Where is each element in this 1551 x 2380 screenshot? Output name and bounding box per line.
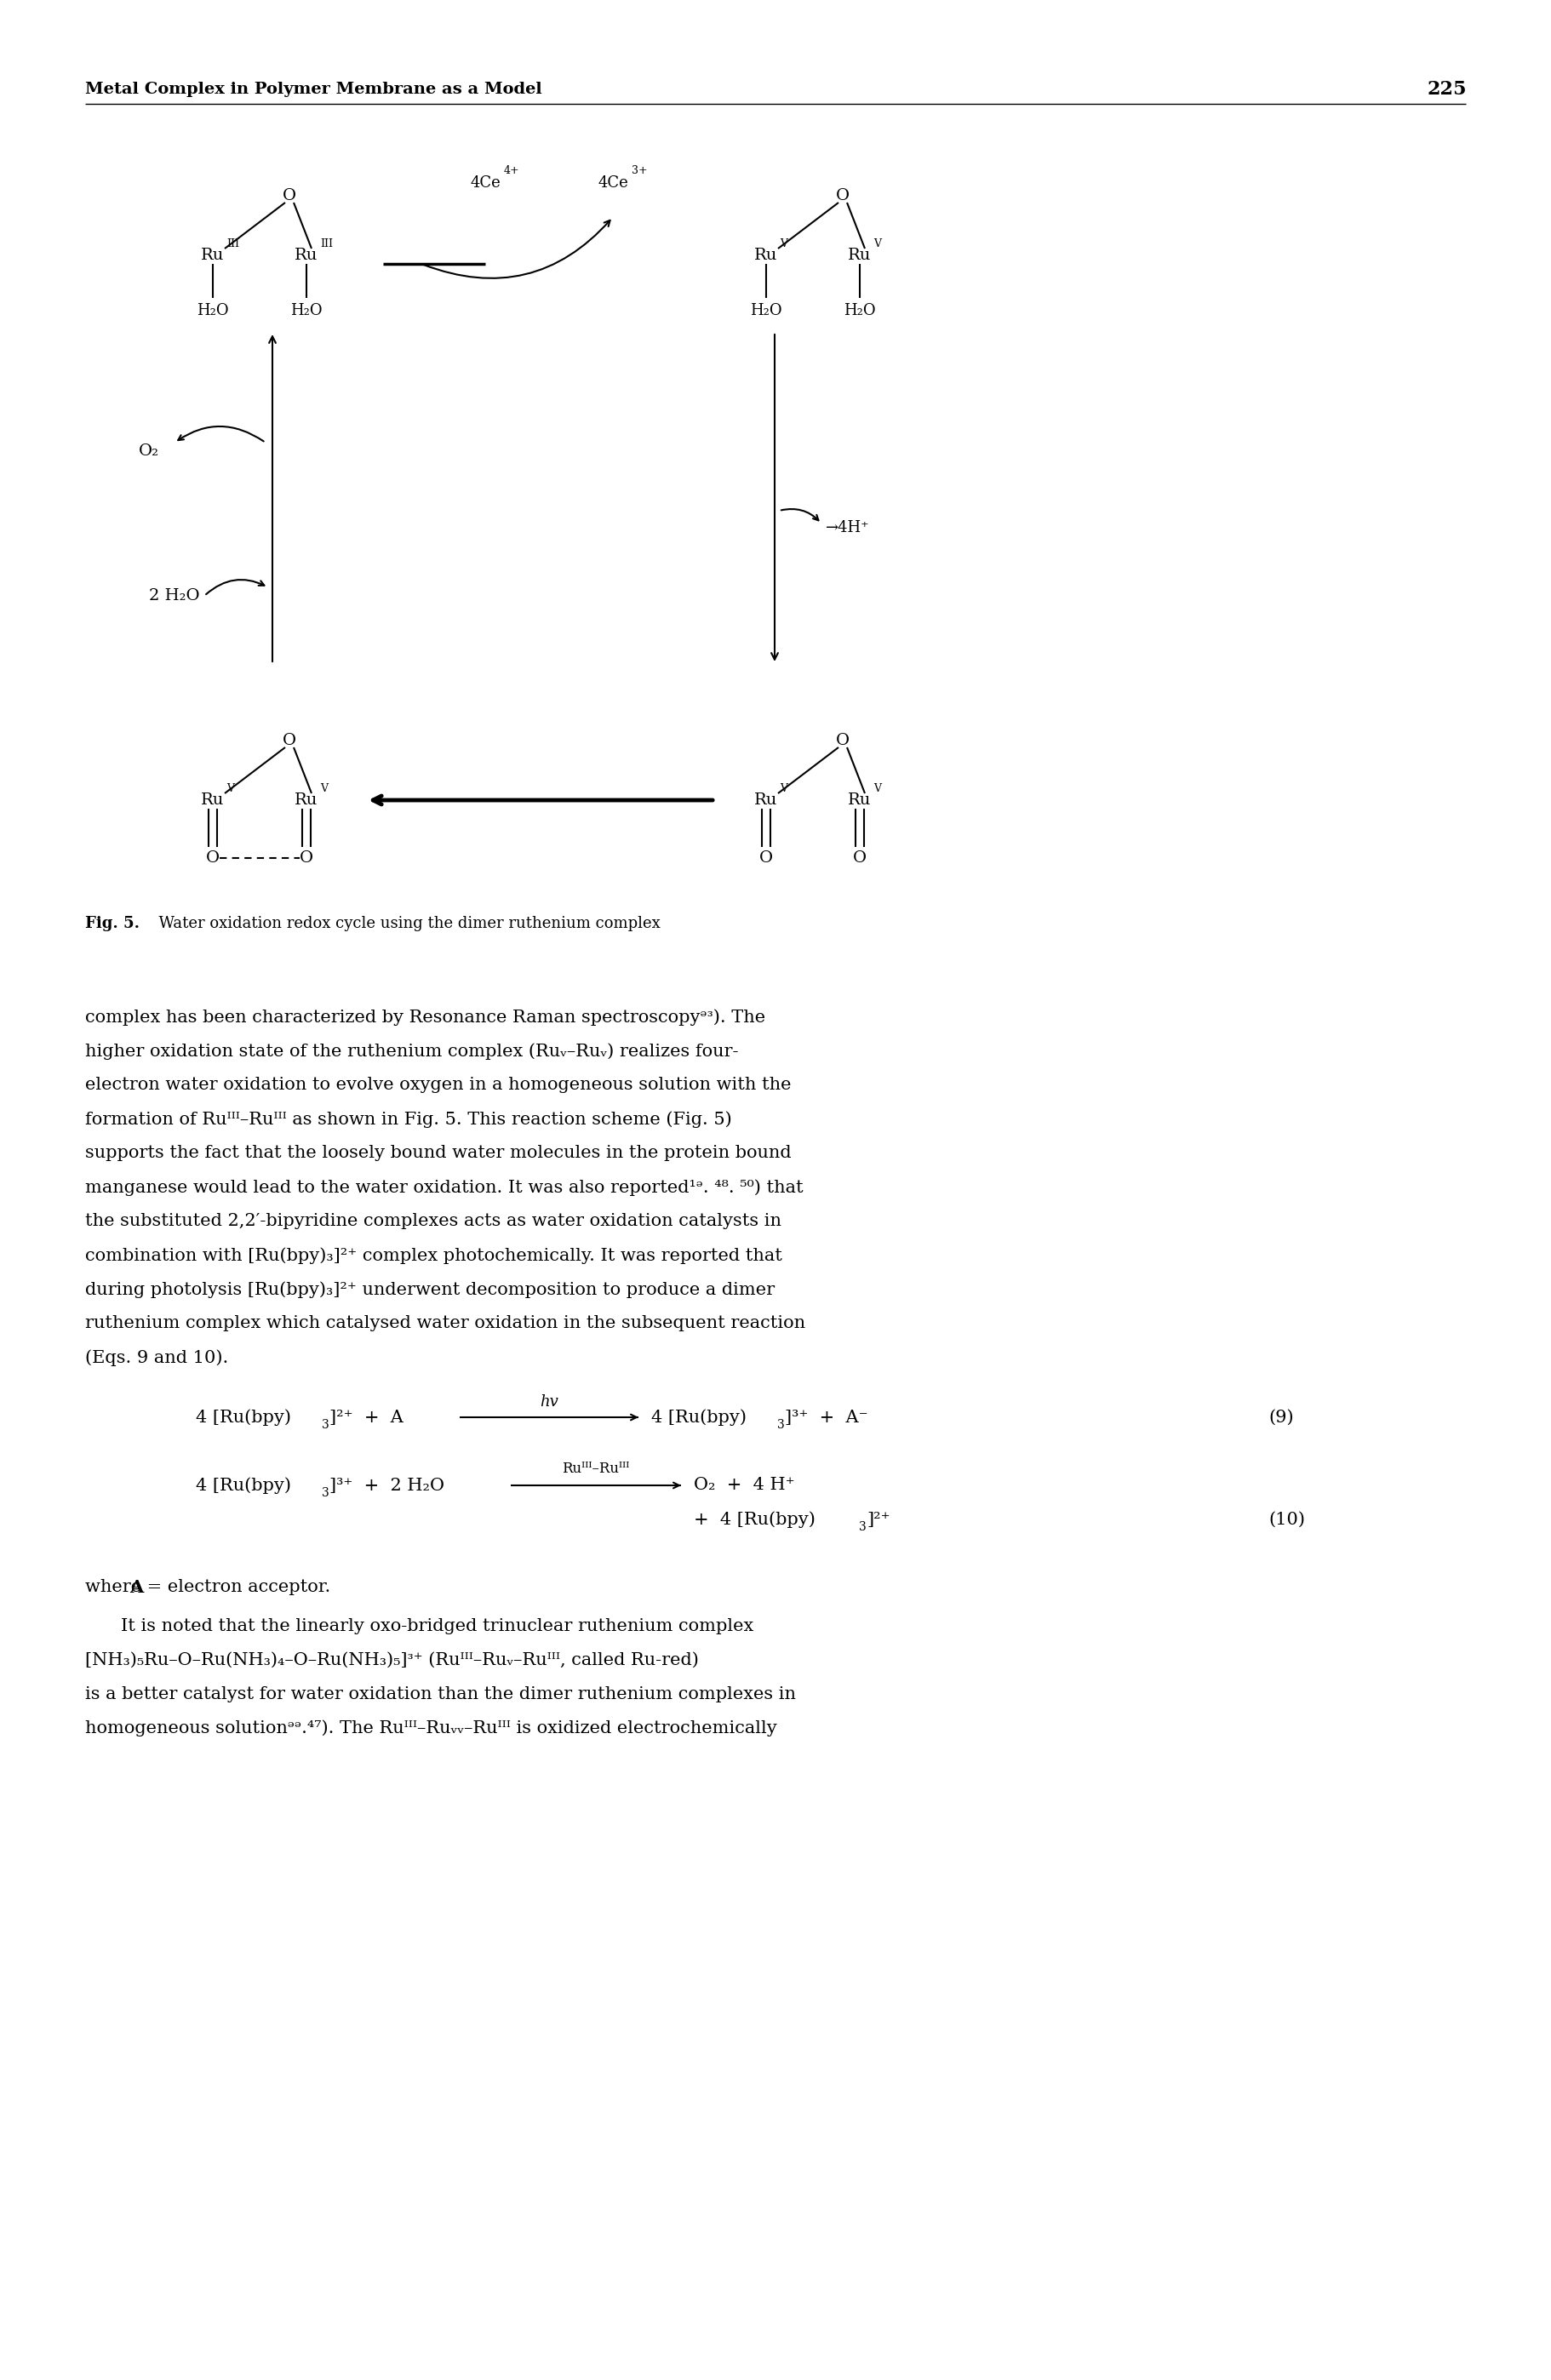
Text: O₂  +  4 H⁺: O₂ + 4 H⁺ — [693, 1478, 794, 1495]
Text: V: V — [320, 783, 327, 795]
Text: 4 [Ru(bpy): 4 [Ru(bpy) — [195, 1409, 292, 1426]
Text: is a better catalyst for water oxidation than the dimer ruthenium complexes in: is a better catalyst for water oxidation… — [85, 1685, 796, 1702]
Text: during photolysis [Ru(bpy)₃]²⁺ underwent decomposition to produce a dimer: during photolysis [Ru(bpy)₃]²⁺ underwent… — [85, 1280, 776, 1297]
Text: (9): (9) — [1269, 1409, 1294, 1426]
FancyArrowPatch shape — [782, 509, 819, 521]
Text: ]³⁺  +  2 H₂O: ]³⁺ + 2 H₂O — [329, 1478, 444, 1495]
Text: the substituted 2,2′-bipyridine complexes acts as water oxidation catalysts in: the substituted 2,2′-bipyridine complexe… — [85, 1214, 782, 1228]
Text: 3+: 3+ — [631, 167, 647, 176]
Text: V: V — [780, 783, 788, 795]
Text: combination with [Ru(bpy)₃]²⁺ complex photochemically. It was reported that: combination with [Ru(bpy)₃]²⁺ complex ph… — [85, 1247, 782, 1264]
Text: V: V — [873, 783, 881, 795]
Text: O: O — [853, 850, 867, 866]
Text: (10): (10) — [1269, 1511, 1304, 1528]
Text: Ru: Ru — [848, 793, 872, 807]
Text: A: A — [129, 1578, 143, 1597]
Text: →4H⁺: →4H⁺ — [825, 521, 870, 536]
Text: H₂O: H₂O — [290, 302, 323, 319]
Text: 4Ce: 4Ce — [470, 176, 501, 190]
Text: 4 [Ru(bpy): 4 [Ru(bpy) — [651, 1409, 746, 1426]
FancyArrowPatch shape — [374, 795, 713, 804]
Text: Ru: Ru — [295, 248, 318, 264]
Text: H₂O: H₂O — [751, 302, 782, 319]
Text: where: where — [85, 1580, 147, 1595]
Text: Ru: Ru — [754, 248, 777, 264]
Text: Water oxidation redox cycle using the dimer ruthenium complex: Water oxidation redox cycle using the di… — [149, 916, 661, 931]
Text: Ru: Ru — [202, 248, 225, 264]
Text: higher oxidation state of the ruthenium complex (Ruᵥ–Ruᵥ) realizes four-: higher oxidation state of the ruthenium … — [85, 1042, 738, 1059]
Text: manganese would lead to the water oxidation. It was also reported¹ᵊ. ⁴⁸. ⁵⁰) tha: manganese would lead to the water oxidat… — [85, 1178, 803, 1195]
Text: O₂: O₂ — [138, 443, 160, 459]
Text: III: III — [320, 238, 333, 250]
Text: supports the fact that the loosely bound water molecules in the protein bound: supports the fact that the loosely bound… — [85, 1145, 791, 1161]
Text: Ru: Ru — [848, 248, 872, 264]
Text: (Eqs. 9 and 10).: (Eqs. 9 and 10). — [85, 1349, 228, 1366]
Text: Fig. 5.: Fig. 5. — [85, 916, 140, 931]
Text: O: O — [760, 850, 772, 866]
Text: ]²⁺  +  A: ]²⁺ + A — [329, 1409, 403, 1426]
Text: O: O — [299, 850, 313, 866]
Text: +  4 [Ru(bpy): + 4 [Ru(bpy) — [693, 1511, 816, 1528]
Text: O: O — [836, 733, 850, 747]
Text: Ruᴵᴵᴵ–Ruᴵᴵᴵ: Ruᴵᴵᴵ–Ruᴵᴵᴵ — [561, 1461, 630, 1476]
Text: V: V — [780, 238, 788, 250]
FancyArrowPatch shape — [206, 581, 264, 595]
Text: 3: 3 — [321, 1418, 329, 1430]
FancyArrowPatch shape — [423, 221, 610, 278]
Text: complex has been characterized by Resonance Raman spectroscopyᵊᵌ). The: complex has been characterized by Resona… — [85, 1009, 765, 1026]
Text: O: O — [282, 188, 296, 202]
Text: 225: 225 — [1427, 81, 1467, 98]
Text: V: V — [873, 238, 881, 250]
Text: It is noted that the linearly oxo-bridged trinuclear ruthenium complex: It is noted that the linearly oxo-bridge… — [121, 1618, 754, 1635]
FancyArrowPatch shape — [178, 426, 264, 440]
Text: 4 [Ru(bpy): 4 [Ru(bpy) — [195, 1478, 292, 1495]
Text: [NH₃)₅Ru–O–Ru(NH₃)₄–O–Ru(NH₃)₅]ᵌ⁺ (Ruᴵᴵᴵ–Ruᵥ–Ruᴵᴵᴵ, called Ru-red): [NH₃)₅Ru–O–Ru(NH₃)₄–O–Ru(NH₃)₅]ᵌ⁺ (Ruᴵᴵᴵ… — [85, 1652, 700, 1668]
Text: 4+: 4+ — [504, 167, 520, 176]
Text: formation of Ruᴵᴵᴵ–Ruᴵᴵᴵ as shown in Fig. 5. This reaction scheme (Fig. 5): formation of Ruᴵᴵᴵ–Ruᴵᴵᴵ as shown in Fig… — [85, 1111, 732, 1128]
Text: 3: 3 — [321, 1488, 329, 1499]
Text: Ru: Ru — [754, 793, 777, 807]
Text: O: O — [206, 850, 220, 866]
Text: V: V — [226, 783, 234, 795]
Text: III: III — [226, 238, 239, 250]
Text: H₂O: H₂O — [844, 302, 876, 319]
Text: Ru: Ru — [202, 793, 225, 807]
Text: electron water oxidation to evolve oxygen in a homogeneous solution with the: electron water oxidation to evolve oxyge… — [85, 1076, 791, 1092]
Text: 3: 3 — [859, 1521, 867, 1533]
Text: ]³⁺  +  A⁻: ]³⁺ + A⁻ — [785, 1409, 869, 1426]
Text: 4Ce: 4Ce — [597, 176, 628, 190]
Text: O: O — [836, 188, 850, 202]
Text: hv: hv — [540, 1395, 558, 1409]
Text: 2 H₂O: 2 H₂O — [149, 588, 200, 605]
Text: ruthenium complex which catalysed water oxidation in the subsequent reaction: ruthenium complex which catalysed water … — [85, 1316, 805, 1330]
Text: homogeneous solutionᵊᵊ.⁴⁷). The Ruᴵᴵᴵ–Ruᵥᵥ–Ruᴵᴵᴵ is oxidized electrochemically: homogeneous solutionᵊᵊ.⁴⁷). The Ruᴵᴵᴵ–Ru… — [85, 1721, 777, 1737]
Text: Ru: Ru — [295, 793, 318, 807]
Text: O: O — [282, 733, 296, 747]
Text: = electron acceptor.: = electron acceptor. — [141, 1580, 330, 1595]
Text: 3: 3 — [777, 1418, 785, 1430]
Text: Metal Complex in Polymer Membrane as a Model: Metal Complex in Polymer Membrane as a M… — [85, 81, 541, 98]
Text: ]²⁺: ]²⁺ — [867, 1511, 890, 1528]
Text: H₂O: H₂O — [197, 302, 230, 319]
